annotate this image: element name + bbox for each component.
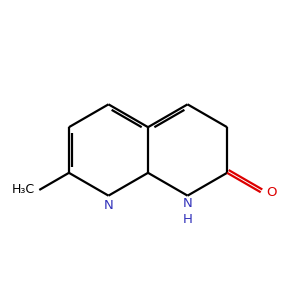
Text: O: O [266,186,277,199]
Text: H₃C: H₃C [12,183,35,196]
Text: N: N [103,199,113,212]
Text: H: H [183,213,193,226]
Text: N: N [183,197,192,211]
